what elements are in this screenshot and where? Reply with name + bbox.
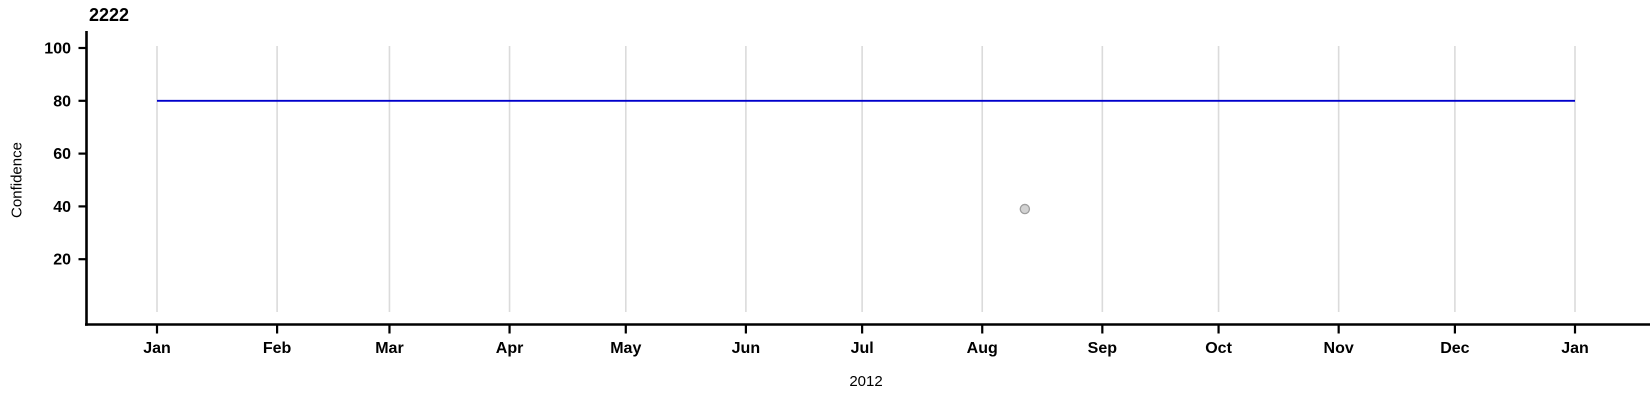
x-tick-label-sep: Sep xyxy=(1088,340,1118,357)
x-tick-label-mar: Mar xyxy=(375,340,403,357)
x-tick-label-nov: Nov xyxy=(1324,340,1354,357)
x-tick-label-jan: Jan xyxy=(143,340,171,357)
y-tick-label-60: 60 xyxy=(53,146,71,163)
outlier-point xyxy=(1019,203,1031,215)
chart-title: 2222 xyxy=(88,5,130,25)
x-tick-label-apr: Apr xyxy=(496,340,524,357)
x-tick-label-feb: Feb xyxy=(263,340,292,357)
x-tick-label-oct: Oct xyxy=(1205,340,1232,357)
y-axis-label: Confidence xyxy=(8,142,26,218)
x-tick-label-aug: Aug xyxy=(967,340,998,357)
x-tick-label-may: May xyxy=(610,340,641,357)
x-tick-label-jan: Jan xyxy=(1561,340,1589,357)
y-tick-label-20: 20 xyxy=(53,252,71,269)
y-tick-label-80: 80 xyxy=(53,93,71,110)
x-tick-label-jun: Jun xyxy=(732,340,760,357)
y-tick-label-100: 100 xyxy=(44,41,71,58)
x-axis-year-label: 2012 xyxy=(849,373,883,390)
y-tick-label-40: 40 xyxy=(53,199,71,216)
x-tick-label-jul: Jul xyxy=(851,340,874,357)
x-tick-label-dec: Dec xyxy=(1440,340,1469,357)
